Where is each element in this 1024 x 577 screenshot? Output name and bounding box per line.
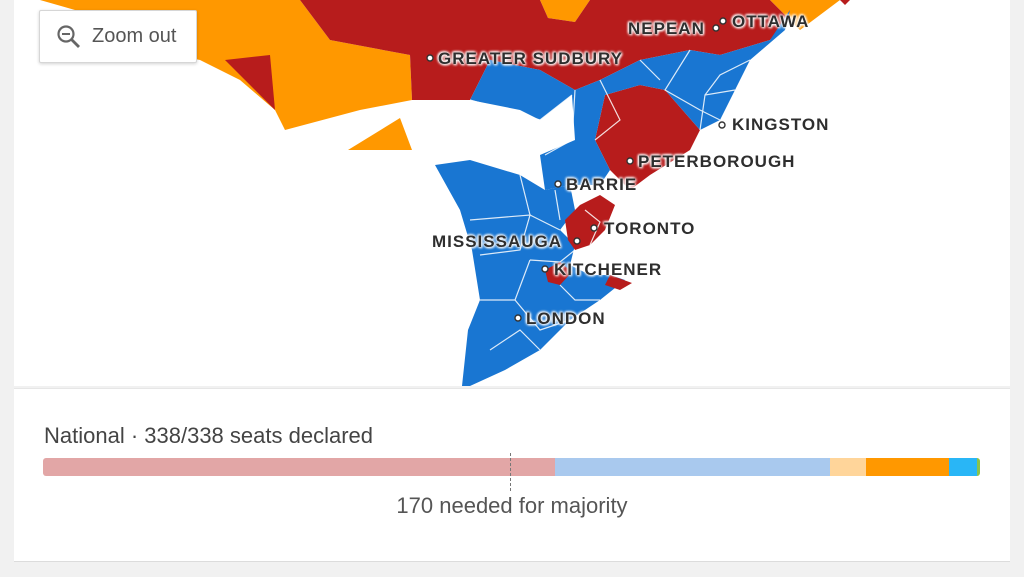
seat-segment-conservative[interactable] [554,458,830,476]
zoom-out-button[interactable]: Zoom out [39,10,197,63]
seat-segment-bloc[interactable] [829,458,866,476]
national-seats-title: National · 338/338 seats declared [44,423,373,448]
zoom-out-label: Zoom out [92,25,177,47]
riding-liberal-ne[interactable] [840,0,850,5]
magnifier-minus-icon [57,24,80,48]
city-label-ottawa: OTTAWA [732,12,810,31]
city-label-london: LONDON [526,309,606,328]
riding-boundaries [469,49,751,351]
map-card[interactable]: Zoom out NEPEAN OTTAWA GREATER SUDBURY K… [14,0,1010,386]
seat-distribution-bar[interactable] [43,458,980,476]
seat-segment-ndp[interactable] [865,458,950,476]
riding-liberal-north[interactable] [300,0,790,100]
city-label-kitchener: KITCHENER [554,260,663,279]
national-summary-card: National · 338/338 seats declared 170 ne… [14,388,1010,562]
city-label-kingston: KINGSTON [732,115,830,134]
majority-label: 170 needed for majority [396,493,628,518]
riding-liberal-hamilton[interactable] [605,275,632,290]
city-label-toronto: TORONTO [604,219,696,238]
city-label-nepean: NEPEAN [628,19,705,38]
majority-marker [510,453,511,491]
seat-segment-liberal[interactable] [43,458,555,476]
city-label-greater-sudbury: GREATER SUDBURY [438,49,624,68]
city-label-mississauga: MISSISSAUGA [432,232,563,251]
riding-liberal-toronto[interactable] [565,195,615,250]
riding-liberal-kitchener[interactable] [545,262,572,285]
riding-ndp-top[interactable] [540,0,590,22]
seat-segment-green[interactable] [977,458,980,476]
city-label-peterborough: PETERBOROUGH [638,152,796,171]
riding-liberal-east[interactable] [595,85,700,190]
riding-ndp-small[interactable] [348,118,412,150]
seat-segment-other[interactable] [949,458,978,476]
riding-liberal-west[interactable] [225,55,275,110]
riding-conservative-north[interactable] [470,10,790,190]
riding-conservative-peninsula[interactable] [435,160,625,386]
city-label-barrie: BARRIE [566,175,638,194]
riding-ndp-east[interactable] [770,0,840,30]
